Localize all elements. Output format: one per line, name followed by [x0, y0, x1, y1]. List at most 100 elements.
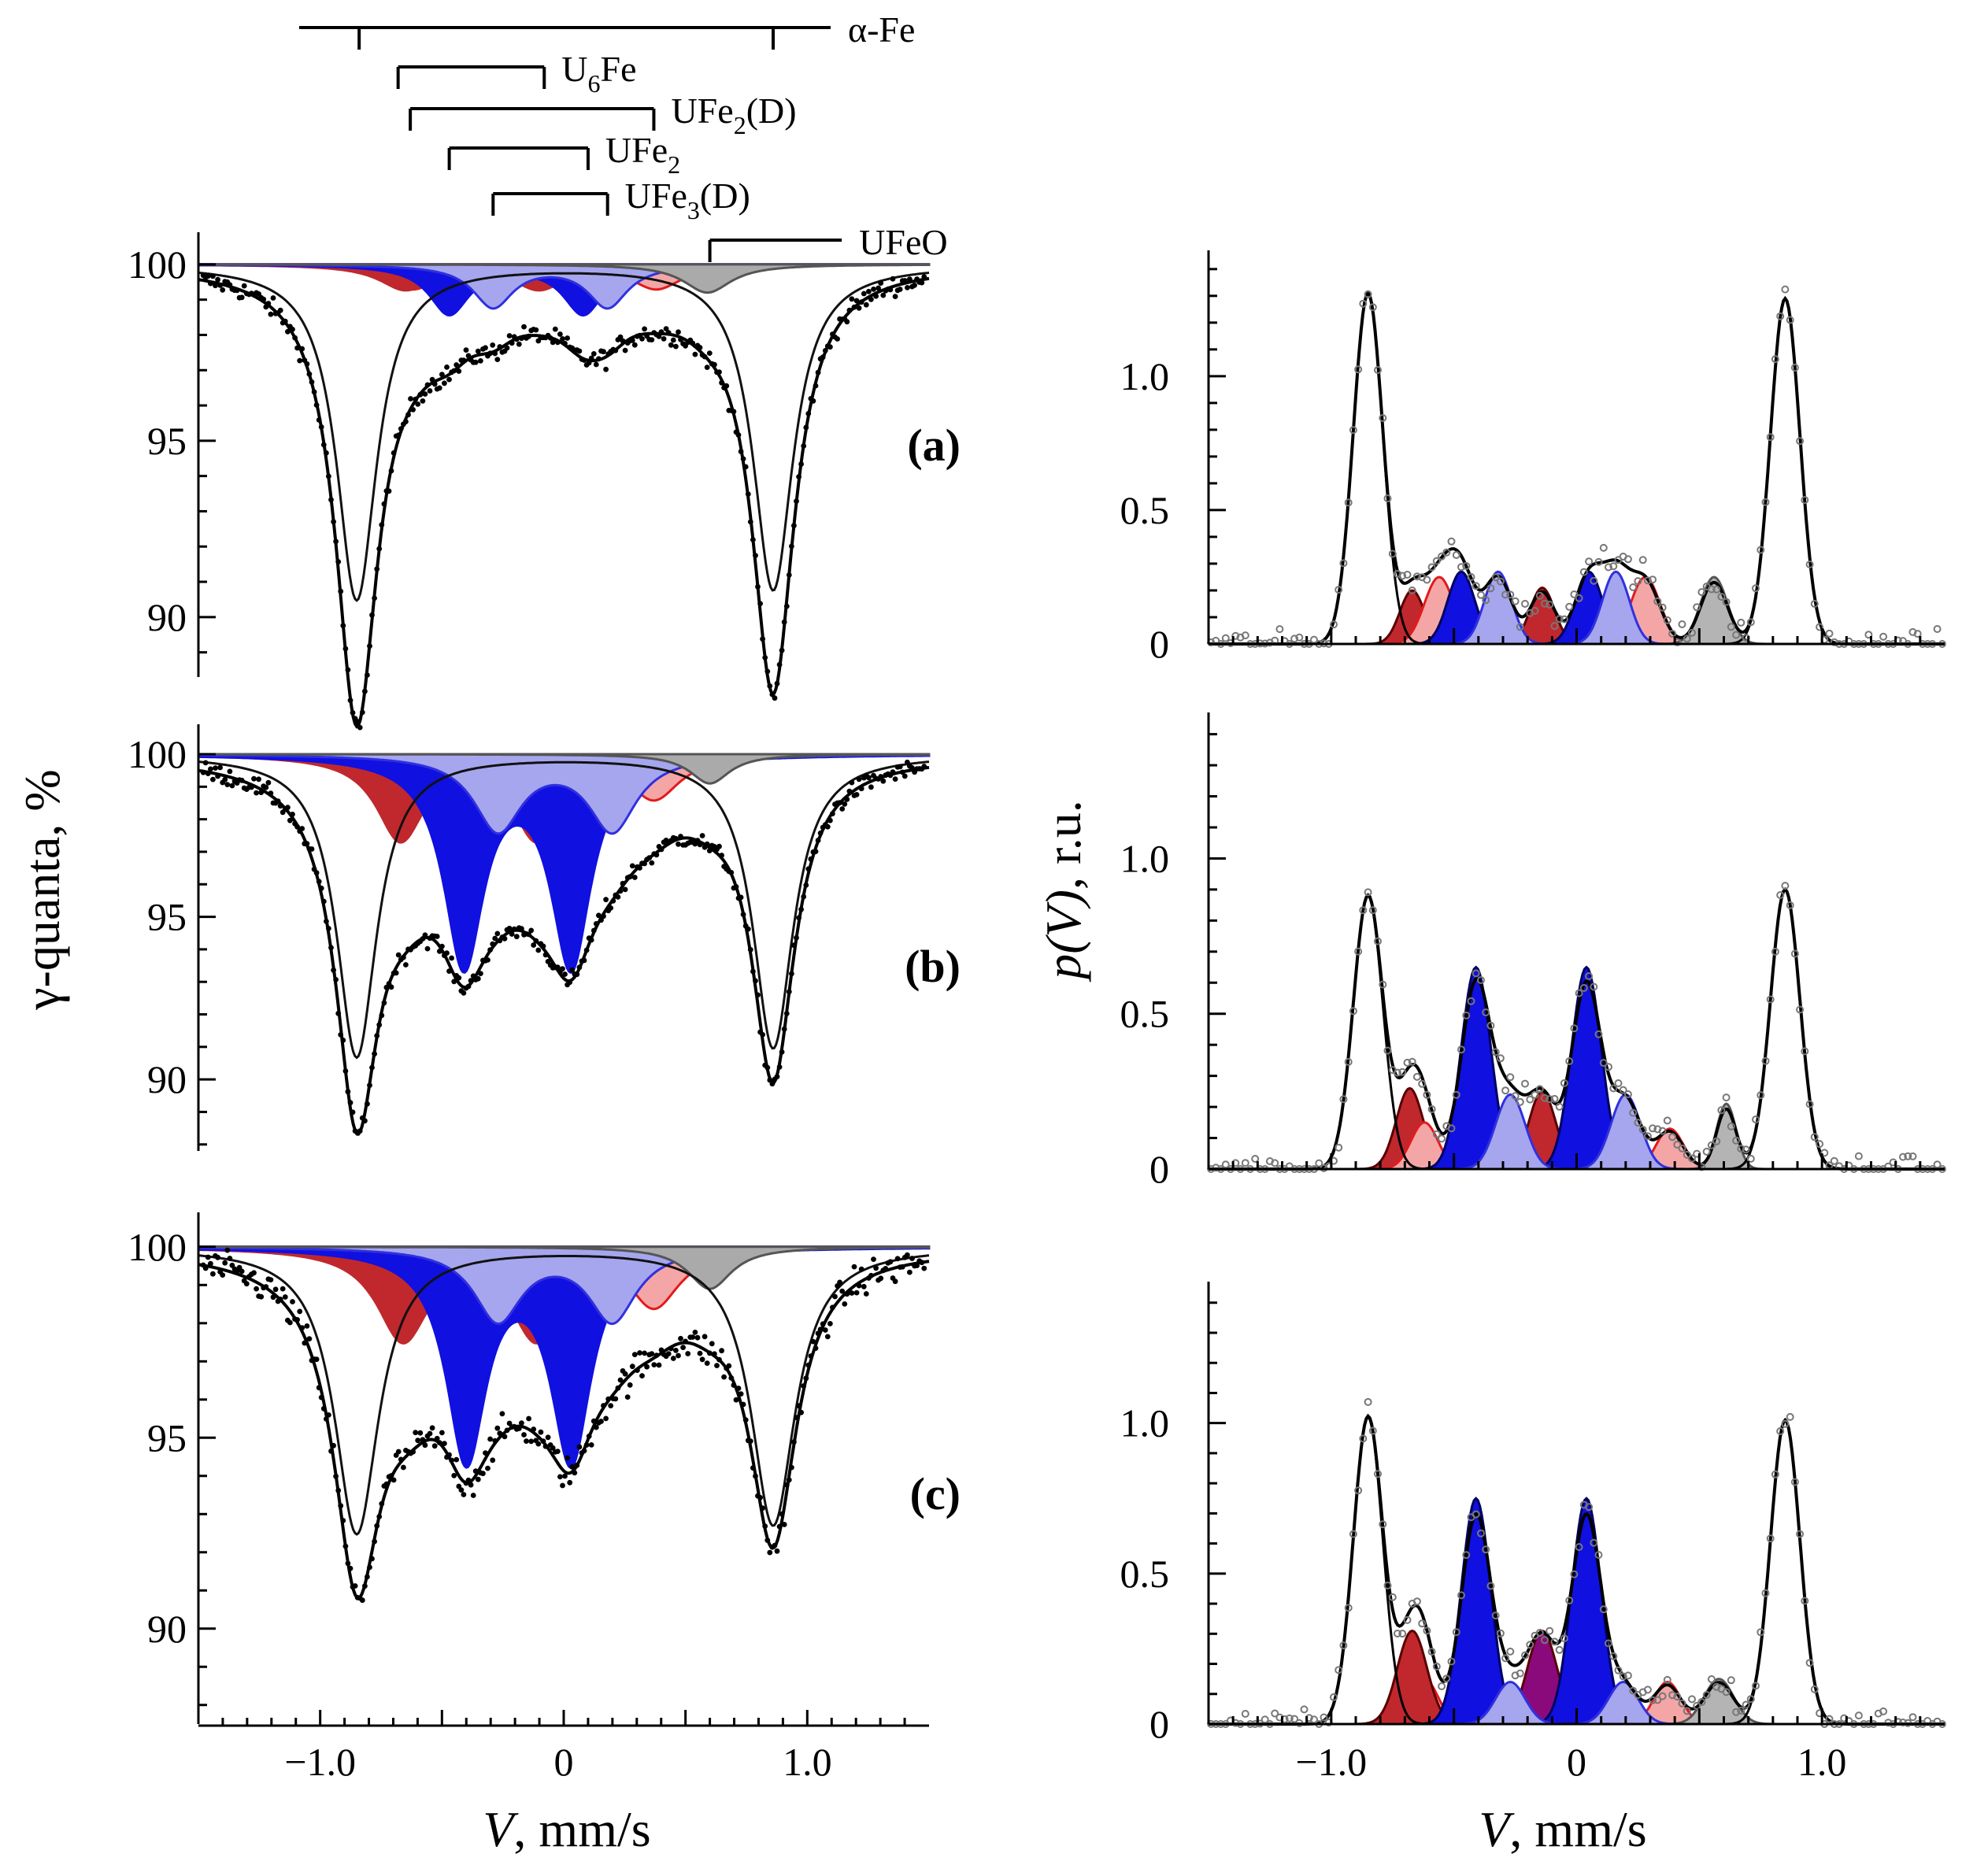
distribution-point — [1300, 1705, 1309, 1714]
distribution-point — [1585, 1503, 1594, 1512]
data-point — [866, 775, 872, 781]
distribution-point — [1816, 623, 1824, 631]
data-point — [451, 1473, 457, 1478]
data-point — [627, 874, 633, 880]
data-point — [613, 1396, 619, 1402]
peak-UFe3(D) — [1561, 570, 1670, 646]
distribution-point — [1447, 1657, 1456, 1666]
data-point — [533, 938, 539, 944]
data-point — [215, 1254, 220, 1260]
data-point — [290, 327, 295, 332]
data-point — [663, 326, 669, 331]
data-point — [608, 1403, 614, 1408]
distribution-point — [1477, 1529, 1485, 1537]
distribution-point — [1776, 312, 1785, 320]
distribution-point — [1790, 949, 1799, 958]
data-point — [429, 1425, 435, 1431]
alpha-fe-subspectrum — [198, 1254, 930, 1536]
data-point — [583, 1442, 590, 1448]
data-point — [887, 1259, 894, 1265]
data-point — [415, 1438, 421, 1444]
experimental-points — [200, 272, 927, 731]
alpha-fe-peak — [1726, 887, 1845, 1171]
y-tick-label: 90 — [147, 1607, 187, 1651]
distribution-point — [1526, 1641, 1534, 1649]
data-point — [757, 601, 763, 607]
distribution-point — [1790, 364, 1799, 372]
distribution-point — [1879, 632, 1888, 641]
data-point — [631, 875, 638, 880]
distribution-point — [1864, 631, 1873, 639]
distribution-point — [1629, 1108, 1638, 1117]
data-point — [442, 380, 447, 387]
data-point — [313, 402, 320, 408]
data-point — [381, 1000, 387, 1006]
data-point — [446, 1452, 452, 1458]
distribution-point — [1354, 365, 1363, 374]
data-point — [803, 424, 809, 431]
data-point — [620, 338, 626, 344]
data-point — [581, 957, 587, 964]
distribution-point — [1688, 628, 1696, 637]
distribution-point — [1752, 584, 1760, 593]
distribution-points — [1207, 285, 1946, 648]
y-tick-label: 90 — [147, 1057, 187, 1101]
distribution-point — [1786, 316, 1794, 324]
data-point — [624, 1394, 631, 1400]
distribution-point — [1771, 947, 1779, 956]
data-point — [439, 943, 445, 949]
data-point — [335, 1487, 342, 1493]
distribution-point — [1781, 285, 1790, 294]
data-point — [202, 1265, 209, 1271]
x-tick-label: 0 — [554, 1740, 574, 1784]
data-point — [538, 1429, 544, 1435]
distribution-point — [1722, 1093, 1731, 1102]
distribution-point — [1732, 631, 1741, 639]
data-point — [598, 1419, 604, 1424]
data-point — [909, 1256, 915, 1261]
distribution-point — [1766, 433, 1775, 442]
data-point — [328, 945, 334, 951]
data-point — [550, 1445, 556, 1451]
distribution-point — [1427, 563, 1436, 572]
distribution-point — [1825, 1715, 1834, 1723]
data-point — [897, 287, 903, 292]
data-point — [352, 1583, 358, 1589]
distribution-point — [1805, 1100, 1814, 1108]
data-point — [835, 336, 840, 342]
data-point — [550, 339, 556, 346]
distribution-point — [1908, 627, 1917, 636]
phase-bar-2: U6Fe — [396, 49, 636, 98]
distribution-point — [1423, 1090, 1431, 1099]
data-point — [909, 765, 915, 771]
data-point — [794, 1415, 799, 1420]
distribution-point — [1290, 635, 1299, 643]
distribution-point — [1438, 1682, 1446, 1690]
distribution-point — [1496, 577, 1505, 586]
data-point — [395, 1449, 402, 1455]
data-point — [401, 1464, 406, 1471]
data-point — [755, 992, 761, 998]
data-point — [554, 1449, 561, 1454]
data-point — [472, 359, 479, 365]
distribution-point — [1535, 1629, 1544, 1637]
distribution-point — [1511, 1092, 1520, 1101]
data-point — [760, 636, 765, 642]
data-point — [699, 833, 705, 838]
data-point — [747, 1438, 753, 1444]
data-point — [347, 1100, 354, 1106]
data-point — [531, 942, 537, 948]
data-point — [853, 792, 860, 797]
data-point — [410, 407, 416, 413]
data-point — [369, 1556, 375, 1562]
data-point — [388, 468, 394, 474]
distribution-point — [1570, 1024, 1579, 1033]
peak-UFe3(D) — [1444, 570, 1553, 646]
data-point — [815, 369, 821, 376]
distribution-point — [1526, 1095, 1534, 1104]
distribution-point — [1231, 631, 1240, 640]
distribution-point — [1550, 622, 1559, 631]
distribution-point — [1486, 1021, 1495, 1030]
data-point — [376, 1514, 383, 1519]
y-tick-label: 95 — [147, 1415, 187, 1460]
